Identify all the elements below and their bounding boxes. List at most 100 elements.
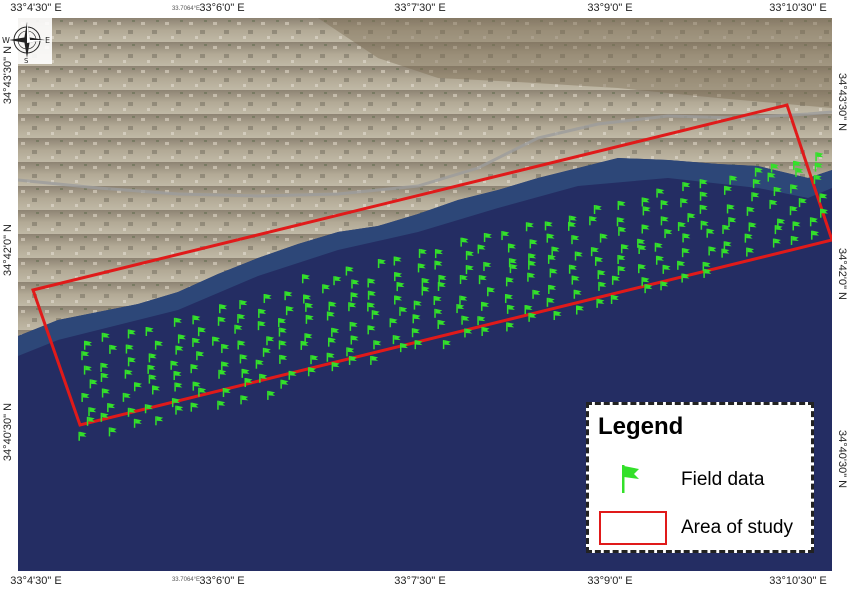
field-data-flag — [346, 347, 355, 357]
field-data-flag — [333, 276, 342, 286]
field-data-flag — [367, 325, 376, 335]
field-data-flag — [703, 268, 712, 278]
field-data-flag — [108, 427, 117, 437]
field-data-flag — [348, 302, 357, 312]
field-data-flag — [218, 369, 227, 379]
field-data-flag — [392, 335, 401, 345]
field-data-flag — [723, 241, 732, 251]
field-data-flag — [477, 316, 486, 326]
field-data-flag — [125, 344, 134, 354]
top-tick-small: 33.7064°E — [171, 6, 201, 12]
field-data-flag — [748, 222, 757, 232]
field-data-flag — [589, 216, 598, 226]
field-data-flag — [217, 400, 226, 410]
field-data-markers — [78, 152, 829, 441]
field-data-flag — [288, 370, 297, 380]
field-data-flag — [546, 233, 555, 243]
field-data-flag — [610, 294, 619, 304]
field-data-flag — [754, 167, 763, 177]
field-data-flag — [721, 248, 730, 258]
field-data-flag — [501, 231, 510, 241]
field-data-flag — [706, 228, 715, 238]
field-data-flag — [456, 304, 465, 314]
field-data-flag — [723, 185, 732, 195]
field-data-flag — [81, 351, 90, 361]
field-data-flag — [240, 395, 249, 405]
field-data-flag — [790, 235, 799, 245]
field-data-flag — [175, 345, 184, 355]
field-data-flag — [478, 275, 487, 285]
field-data-flag — [175, 405, 184, 415]
field-data-flag — [792, 221, 801, 231]
field-data-flag — [660, 200, 669, 210]
field-data-flag — [644, 284, 653, 294]
field-data-flag — [487, 287, 496, 297]
field-data-flag — [421, 286, 430, 296]
field-data-flag — [528, 253, 537, 263]
field-data-flag — [83, 365, 92, 375]
field-data-flag — [573, 289, 582, 299]
field-data-flag — [617, 254, 626, 264]
study-area-outline[interactable] — [31, 103, 832, 427]
field-data-flag — [598, 281, 607, 291]
field-data-flag — [331, 362, 340, 372]
field-data-flag — [700, 220, 709, 230]
field-data-flag — [654, 242, 663, 252]
field-data-flag — [124, 369, 133, 379]
field-data-flag — [617, 266, 626, 276]
field-data-flag — [660, 281, 669, 291]
field-data-flag — [687, 213, 696, 223]
field-data-flag — [699, 204, 708, 214]
field-data-flag — [190, 402, 199, 412]
field-data-flag — [434, 249, 443, 259]
top-tick: 33°10'30" E — [769, 2, 827, 14]
field-data-flag — [212, 336, 221, 346]
land-area — [18, 18, 832, 336]
top-tick: 33°6'0" E — [199, 2, 245, 14]
bottom-tick-small: 33.7064°E — [171, 577, 201, 583]
field-data-flag — [682, 182, 691, 192]
field-data-flag — [772, 238, 781, 248]
field-data-flag — [677, 260, 686, 270]
field-data-flag — [219, 304, 228, 314]
field-data-flag — [465, 265, 474, 275]
field-data-flag — [551, 246, 560, 256]
field-data-flag — [259, 373, 268, 383]
right-tick: 34°42'0" N — [836, 248, 848, 300]
field-data-flag — [553, 311, 562, 321]
field-data-flag — [86, 416, 95, 426]
field-data-flag — [641, 197, 650, 207]
field-data-flag — [257, 321, 266, 331]
field-data-flag — [258, 308, 267, 318]
field-data-flag — [100, 372, 109, 382]
field-data-flag — [681, 273, 690, 283]
field-data-flag — [656, 188, 665, 198]
field-data-flag — [127, 357, 136, 367]
field-data-flag — [546, 297, 555, 307]
legend-title: Legend — [598, 413, 684, 440]
field-data-flag — [641, 224, 650, 234]
field-data-flag — [417, 263, 426, 273]
field-data-flag — [795, 167, 804, 177]
field-data-flag — [574, 251, 583, 261]
field-data-flag — [682, 233, 691, 243]
field-data-flag — [262, 347, 271, 357]
field-data-flag — [620, 244, 629, 254]
field-data-flag — [101, 388, 110, 398]
field-data-flag — [305, 314, 314, 324]
field-data-flag — [722, 224, 731, 234]
field-data-flag — [820, 208, 829, 218]
bottom-tick: 33°6'0" E — [199, 575, 245, 587]
field-data-flag — [809, 217, 818, 227]
field-data-flag — [477, 244, 486, 254]
satellite-map[interactable] — [18, 18, 832, 571]
field-data-flag — [547, 254, 556, 264]
field-data-flag — [100, 412, 109, 422]
field-data-flag — [351, 279, 360, 289]
field-data-flag — [109, 344, 118, 354]
field-data-flag — [798, 198, 807, 208]
field-data-flag — [278, 327, 287, 337]
field-data-flag — [192, 381, 201, 391]
field-data-flag — [399, 306, 408, 316]
compass-w-label: W — [2, 36, 10, 45]
